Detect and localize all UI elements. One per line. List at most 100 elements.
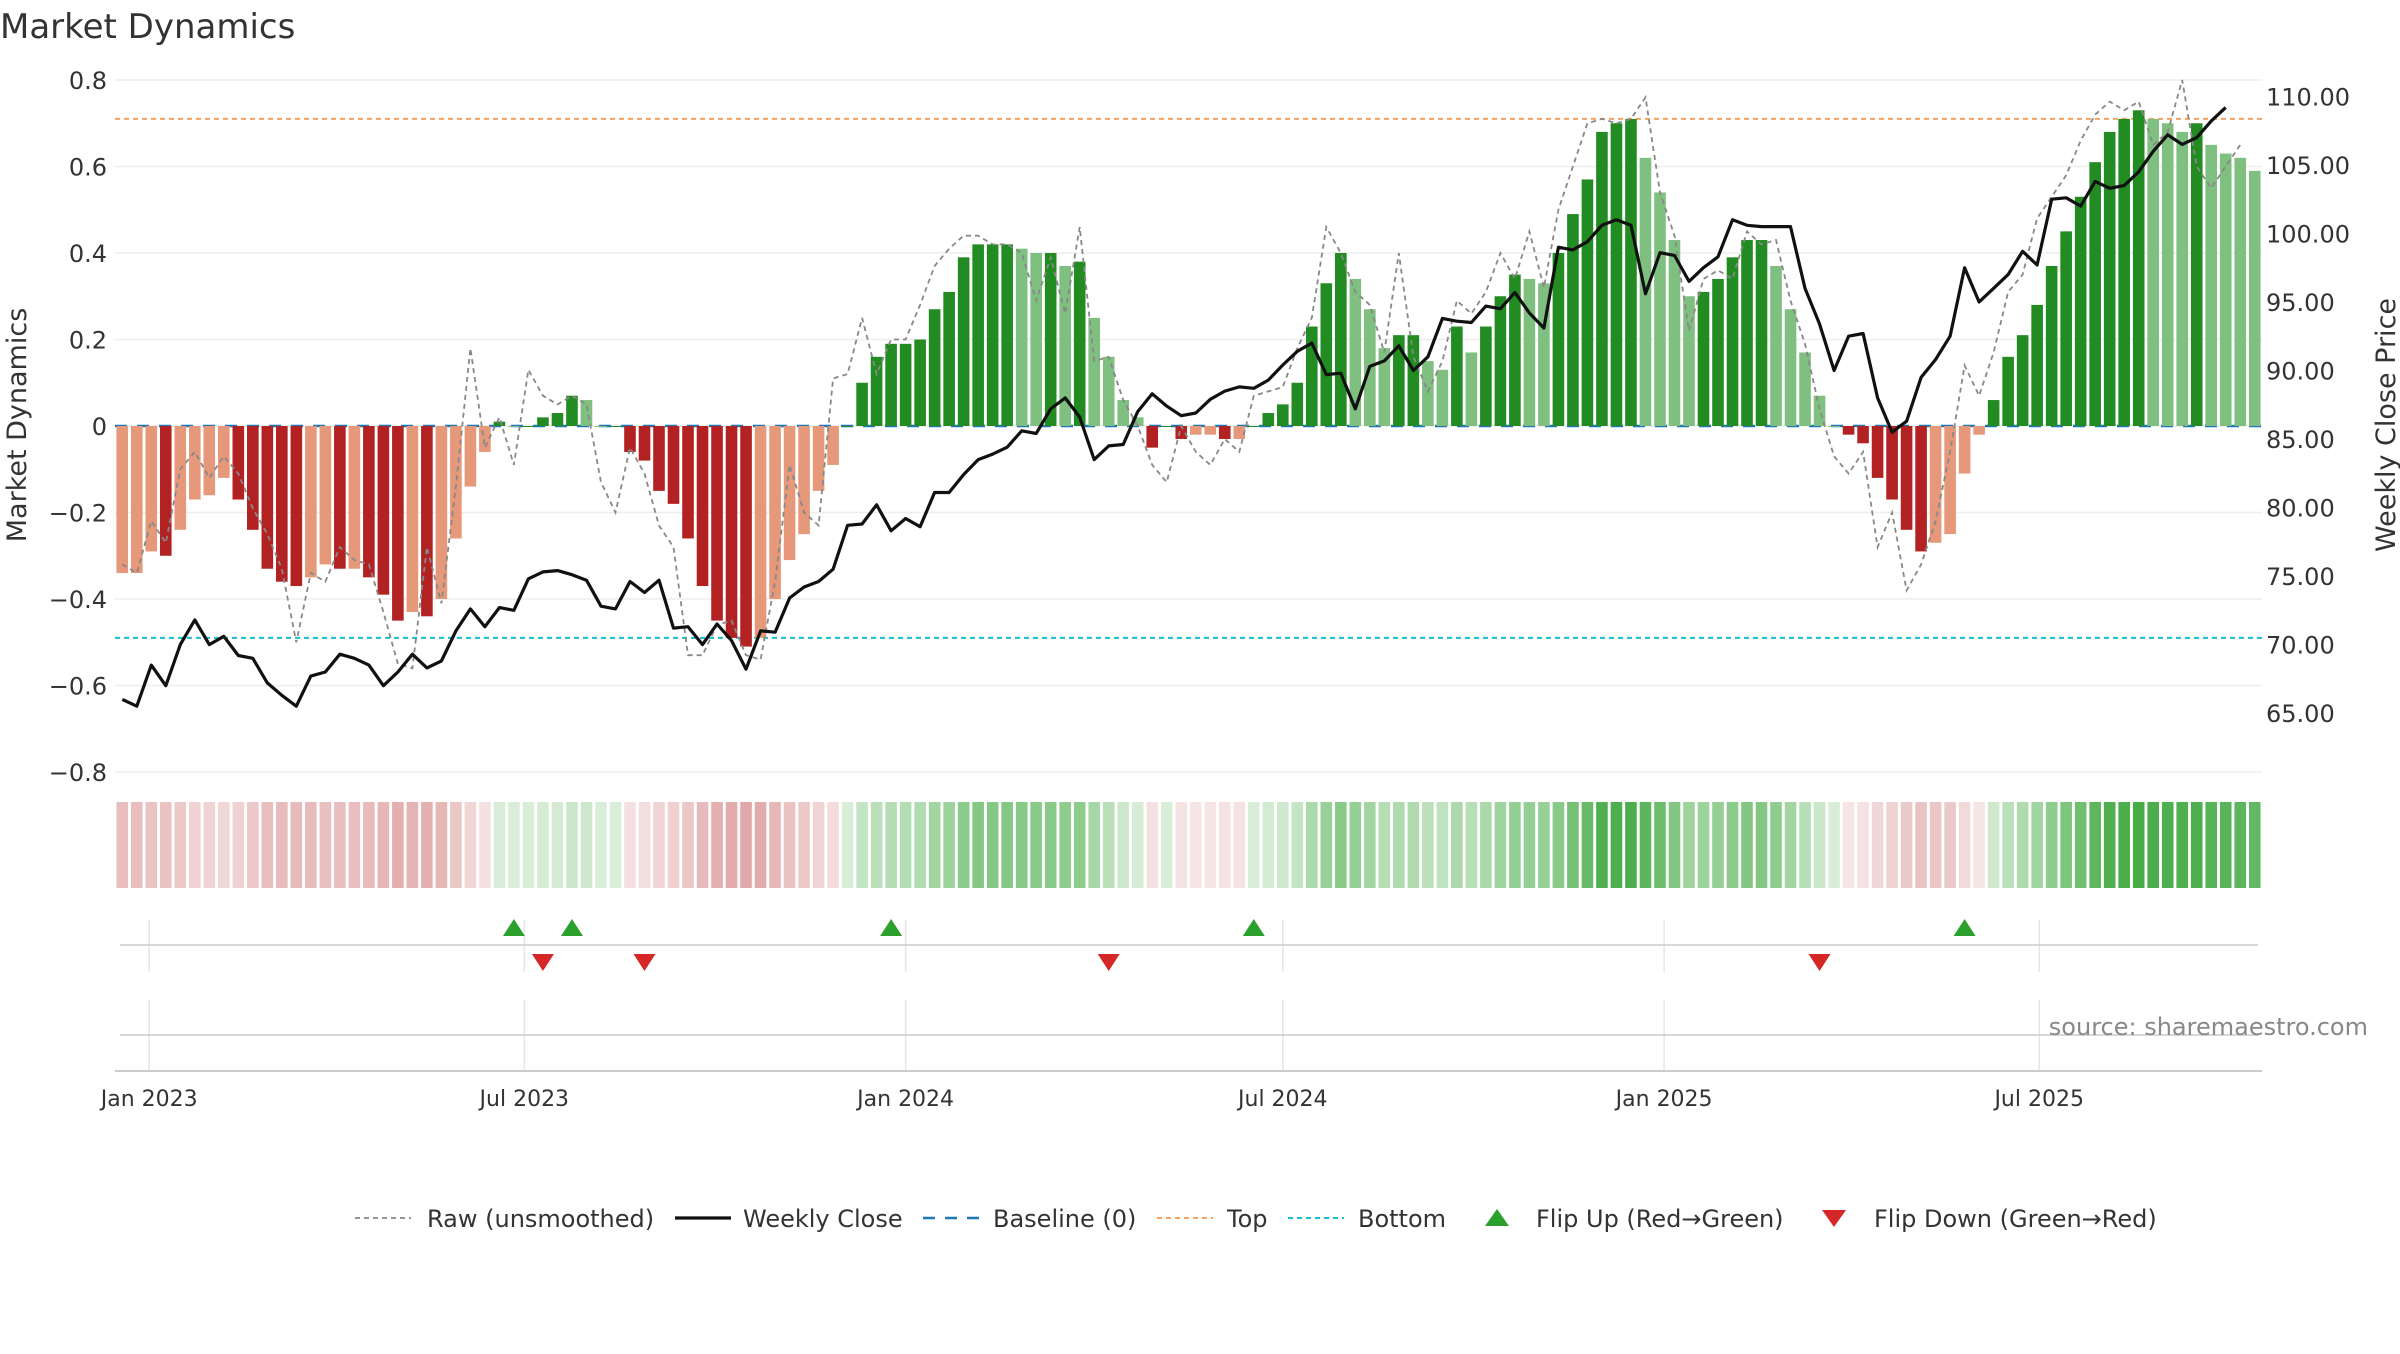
bar — [957, 257, 970, 426]
y2-tick-label: 100.00 — [2266, 220, 2350, 248]
heat-cell — [1581, 802, 1594, 888]
bar — [798, 426, 810, 535]
bar — [754, 426, 767, 638]
flip-down-marker — [1097, 954, 1120, 971]
bar — [174, 426, 187, 530]
bar — [1886, 426, 1898, 500]
bar — [421, 426, 433, 617]
flip-up-marker — [880, 919, 903, 936]
flip-down-marker — [531, 954, 554, 971]
heat-cell — [1712, 802, 1724, 888]
bar — [609, 426, 622, 427]
raw-series — [121, 79, 2241, 670]
heat-cell — [1146, 802, 1159, 888]
bar — [1610, 123, 1623, 426]
heat-cell — [2132, 802, 2145, 888]
bar — [986, 244, 999, 426]
heat-cell — [464, 802, 477, 888]
x-tick-label: Jan 2023 — [99, 1087, 198, 1112]
bar — [566, 395, 578, 426]
y2-tick-label: 90.00 — [2266, 358, 2335, 386]
empty-panel — [120, 1000, 2258, 1070]
bar-series — [116, 110, 2261, 647]
bar — [508, 426, 520, 427]
heat-cell — [2002, 802, 2014, 888]
bar — [1059, 265, 1071, 426]
bar — [667, 426, 680, 504]
bar — [595, 426, 607, 427]
heat-cell — [1378, 802, 1391, 888]
heat-cell — [624, 802, 636, 888]
heat-cell — [159, 802, 172, 888]
heat-cell — [1842, 802, 1855, 888]
heat-cell — [1117, 802, 1130, 888]
heat-cell — [1987, 802, 2000, 888]
bar — [1407, 335, 1420, 426]
heat-cell — [899, 802, 912, 888]
bar — [653, 426, 665, 491]
y2-tick-label: 95.00 — [2266, 289, 2335, 317]
heat-cell — [2074, 802, 2087, 888]
heat-cell — [1813, 802, 1826, 888]
y2-tick-label: 110.00 — [2266, 83, 2350, 111]
heat-cell — [188, 802, 201, 888]
heat-cell — [1900, 802, 1913, 888]
y-tick-label: 0.8 — [69, 67, 107, 95]
heat-cell — [1944, 802, 1956, 888]
heat-cell — [2190, 802, 2203, 888]
bar — [1958, 426, 1971, 474]
bar — [1552, 253, 1565, 426]
heat-cell — [1741, 802, 1753, 888]
bar — [159, 426, 172, 556]
bar — [1349, 278, 1362, 426]
heat-cell — [508, 802, 520, 888]
heat-cell — [1886, 802, 1898, 888]
legend-label-bottom: Bottom — [1358, 1205, 1446, 1233]
weekly-close-line — [121, 106, 2227, 708]
bar — [319, 426, 332, 565]
bar — [479, 426, 491, 452]
heat-cell — [2045, 802, 2058, 888]
bar — [2205, 144, 2218, 426]
bar — [261, 426, 274, 569]
bar — [363, 426, 375, 578]
bar — [1842, 426, 1855, 435]
bar — [1131, 417, 1144, 426]
bar — [928, 309, 941, 426]
heat-cell — [276, 802, 288, 888]
heat-cell — [130, 802, 143, 888]
heat-cell — [972, 802, 984, 888]
source-note: source: sharemaestro.com — [2049, 1013, 2368, 1041]
heat-cell — [2161, 802, 2174, 888]
heat-cell — [783, 802, 796, 888]
bar — [1247, 426, 1260, 427]
heat-cell — [1131, 802, 1144, 888]
heat-cell — [1059, 802, 1071, 888]
heat-cell — [305, 802, 317, 888]
heat-cell — [1364, 802, 1376, 888]
heat-cell — [609, 802, 622, 888]
heat-cell — [232, 802, 245, 888]
heat-cell — [377, 802, 390, 888]
bar — [450, 426, 462, 539]
heat-cell — [1639, 802, 1652, 888]
heat-cell — [116, 802, 129, 888]
heat-cell — [551, 802, 564, 888]
heat-cell — [1204, 802, 1217, 888]
heat-cell — [1654, 802, 1666, 888]
bar — [2132, 110, 2145, 427]
heat-cell — [1755, 802, 1768, 888]
bar — [580, 400, 593, 426]
bar — [1480, 326, 1492, 426]
heat-cell — [1726, 802, 1739, 888]
bar — [522, 426, 535, 427]
heat-cell — [928, 802, 941, 888]
bar — [130, 426, 143, 574]
heat-cell — [435, 802, 448, 888]
bar — [1160, 426, 1173, 427]
heat-cell — [870, 802, 883, 888]
legend-label-raw: Raw (unsmoothed) — [427, 1205, 654, 1233]
bar — [1668, 240, 1681, 426]
heat-cell — [1915, 802, 1927, 888]
heat-cell — [174, 802, 187, 888]
